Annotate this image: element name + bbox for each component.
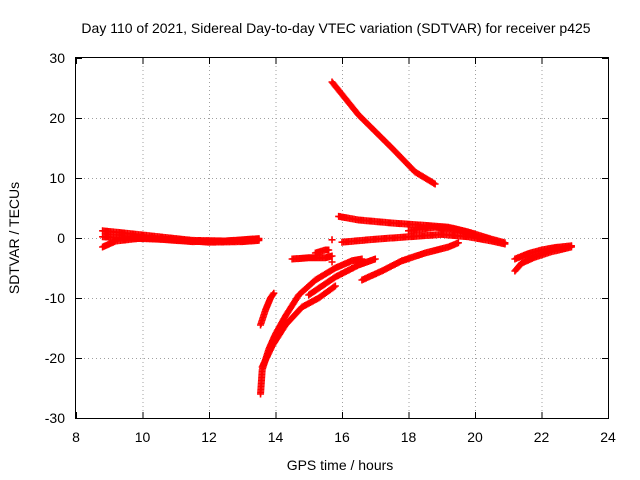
x-tick-label: 22 bbox=[534, 429, 550, 445]
x-axis-label: GPS time / hours bbox=[287, 457, 394, 473]
y-axis-label: SDTVAR / TECUs bbox=[6, 182, 22, 294]
x-tick-label: 24 bbox=[600, 429, 616, 445]
chart-title: Day 110 of 2021, Sidereal Day-to-day VTE… bbox=[81, 20, 590, 36]
data-point-marker bbox=[371, 255, 379, 263]
y-tick-label: -30 bbox=[45, 410, 65, 426]
y-tick-label: 10 bbox=[49, 170, 65, 186]
y-tick-label: 20 bbox=[49, 110, 65, 126]
y-tick-label: -20 bbox=[45, 350, 65, 366]
data-point-marker bbox=[501, 239, 509, 247]
data-points bbox=[99, 78, 575, 398]
x-tick-label: 20 bbox=[467, 429, 483, 445]
plot-frame bbox=[75, 57, 609, 419]
x-tick-label: 8 bbox=[72, 429, 80, 445]
y-tick-label: 0 bbox=[57, 230, 65, 246]
x-tick-label: 12 bbox=[201, 429, 217, 445]
data-point-marker bbox=[328, 252, 336, 260]
data-point-marker bbox=[431, 180, 439, 188]
data-point-marker bbox=[269, 290, 277, 298]
data-point-marker bbox=[328, 258, 336, 266]
data-point-marker bbox=[464, 229, 472, 237]
data-point-marker bbox=[325, 246, 333, 254]
data-point-marker bbox=[331, 282, 339, 290]
data-point-marker bbox=[255, 235, 263, 243]
data-point-marker bbox=[328, 236, 336, 244]
x-tick-label: 18 bbox=[401, 429, 417, 445]
y-tick-label: -10 bbox=[45, 290, 65, 306]
tick-labels: 8 10 12 14 16 18 20 22 24 -30 -20 -10 0 10 20 30 bbox=[45, 50, 616, 445]
data-point-marker bbox=[330, 283, 338, 291]
axis-ticks bbox=[76, 58, 609, 419]
x-tick-label: 10 bbox=[135, 429, 151, 445]
data-point-marker bbox=[567, 243, 575, 251]
x-tick-label: 14 bbox=[268, 429, 284, 445]
data-point-marker bbox=[454, 239, 462, 247]
data-point-marker bbox=[270, 289, 278, 297]
y-tick-label: 30 bbox=[49, 50, 65, 66]
x-tick-label: 16 bbox=[334, 429, 350, 445]
